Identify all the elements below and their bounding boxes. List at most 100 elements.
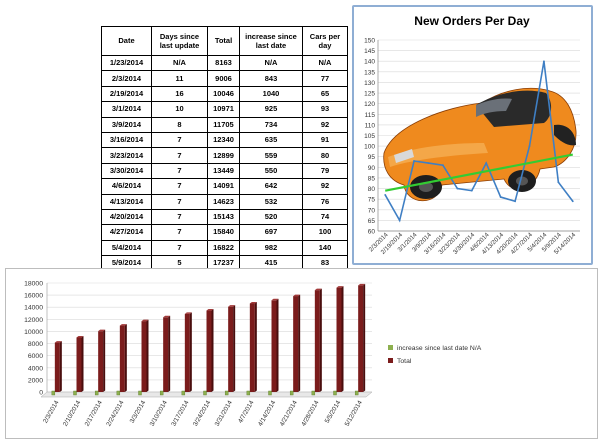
col-header-cars: Cars per day (302, 26, 348, 56)
data-point (413, 160, 415, 162)
table-cell: 4/27/2014 (101, 224, 152, 241)
total-bar-side (146, 319, 149, 392)
y-tick-label: 70 (368, 207, 376, 214)
total-bar-side (363, 283, 366, 392)
y-tick-label: 4000 (28, 365, 43, 372)
table-cell: 4/13/2014 (101, 193, 152, 210)
col-header-days-line2: last update (159, 41, 200, 50)
increase-bar (51, 390, 56, 396)
table-cell: 982 (239, 239, 303, 257)
table-row: 4/20/2014 7 15143 520 74 (101, 208, 348, 226)
table-row: 3/9/2014 8 11705 734 92 (101, 116, 348, 133)
table-cell: 8163 (207, 54, 240, 72)
y-tick-label: 14000 (24, 305, 43, 312)
table-cell: 14091 (207, 178, 240, 195)
table-row: 5/4/2014 7 16822 982 140 (101, 239, 348, 257)
data-point (398, 219, 401, 222)
legend-swatch-increase (388, 345, 393, 350)
table-cell: 7 (151, 178, 208, 195)
legend-label-total: Total (397, 358, 412, 365)
data-point (442, 164, 444, 167)
data-point (543, 60, 545, 63)
table-cell: 12340 (207, 131, 240, 149)
orders-per-day-chart: New Orders Per Day 60 65 70 75 80 85 90 95 100 10… (364, 14, 580, 256)
x-tick-label: 4/7/2014 (237, 399, 256, 424)
y-tick-label: 65 (368, 218, 376, 225)
table-cell: 10046 (207, 85, 240, 103)
col-header-increase-line2: last date (255, 41, 287, 50)
table-cell: 100 (302, 224, 348, 241)
col-header-increase-line1: increase since (245, 31, 297, 41)
table-cell: 15143 (207, 208, 240, 226)
x-tick-label: 2/10/2014 (62, 399, 83, 428)
y-tick-label: 6000 (28, 353, 43, 360)
y-tick-label: 125 (364, 91, 375, 98)
x-tick-label: 3/24/2014 (192, 399, 213, 428)
increase-bar (116, 390, 121, 396)
total-bar-top (271, 298, 279, 301)
table-cell: 140 (302, 239, 348, 257)
table-cell: 697 (239, 224, 303, 241)
total-bar-top (76, 335, 84, 338)
data-point (427, 162, 430, 164)
y-tick-label: 105 (364, 133, 375, 140)
y-tick-label: 115 (365, 112, 376, 119)
table-cell: 10971 (207, 101, 240, 118)
y-tick-label: 75 (368, 197, 376, 204)
data-point (384, 194, 387, 196)
table-cell: 7 (151, 147, 208, 164)
y-tick-label: 85 (368, 175, 376, 182)
total-bar (184, 313, 190, 392)
total-bar (206, 310, 212, 392)
table-cell: 9006 (207, 70, 240, 87)
total-bar-side (189, 312, 192, 392)
col-header-total-text: Total (214, 36, 233, 46)
total-bar (141, 321, 147, 392)
x-tick-label: 4/21/2014 (279, 399, 300, 428)
data-point (571, 200, 574, 203)
y-tick-label: 130 (364, 80, 375, 87)
table-cell: 4/20/2014 (101, 208, 152, 226)
y-tick-label: 2000 (28, 377, 43, 384)
legend-label-increase: increase since last date N/A (397, 345, 482, 352)
total-bar-side (124, 324, 127, 392)
total-bar-side (254, 301, 257, 392)
table-row: 5/9/2014 5 17237 415 83 (101, 255, 348, 272)
increase-bar (333, 390, 337, 396)
data-point (456, 187, 459, 190)
table-row: 3/16/2014 7 12340 635 91 (101, 131, 348, 149)
table-row: 4/27/2014 7 15840 697 100 (101, 224, 348, 241)
car-headlight (394, 149, 414, 163)
total-bar (119, 325, 125, 392)
table-cell: 3/30/2014 (101, 162, 152, 180)
total-bar-top (358, 283, 366, 286)
table-cell: 642 (239, 178, 303, 195)
total-bar-top (228, 305, 236, 307)
y-tick-label: 12000 (24, 317, 43, 324)
table-cell: 13449 (207, 162, 240, 180)
col-header-total: Total (207, 26, 240, 56)
y-tick-label: 120 (364, 101, 375, 108)
x-tick-label: 2/3/2014 (42, 399, 61, 424)
x-tick-label: 5/12/2014 (344, 399, 365, 428)
data-point (485, 162, 488, 164)
x-tick-label: 4/14/2014 (257, 399, 278, 428)
table-row: 2/19/2014 16 10046 1040 65 (101, 85, 348, 103)
col-header-date: Date (101, 26, 152, 56)
total-bar-top (336, 286, 344, 288)
table-cell: 4/6/2014 (101, 178, 152, 195)
col-header-increase: increase since last date (239, 26, 303, 56)
table-cell: 91 (302, 131, 348, 149)
car-side-mirror (554, 124, 576, 146)
total-bar-side (103, 329, 106, 392)
increase-bar (246, 390, 251, 396)
y-tick-label: 140 (364, 59, 375, 66)
table-cell: 550 (239, 162, 303, 180)
table-cell: 10 (151, 101, 208, 118)
table-cell: 559 (239, 147, 303, 164)
total-bar (336, 287, 342, 392)
total-bar-top (249, 301, 257, 304)
increase-bar (224, 390, 229, 396)
data-point (514, 200, 516, 203)
total-bar-top (98, 329, 106, 332)
